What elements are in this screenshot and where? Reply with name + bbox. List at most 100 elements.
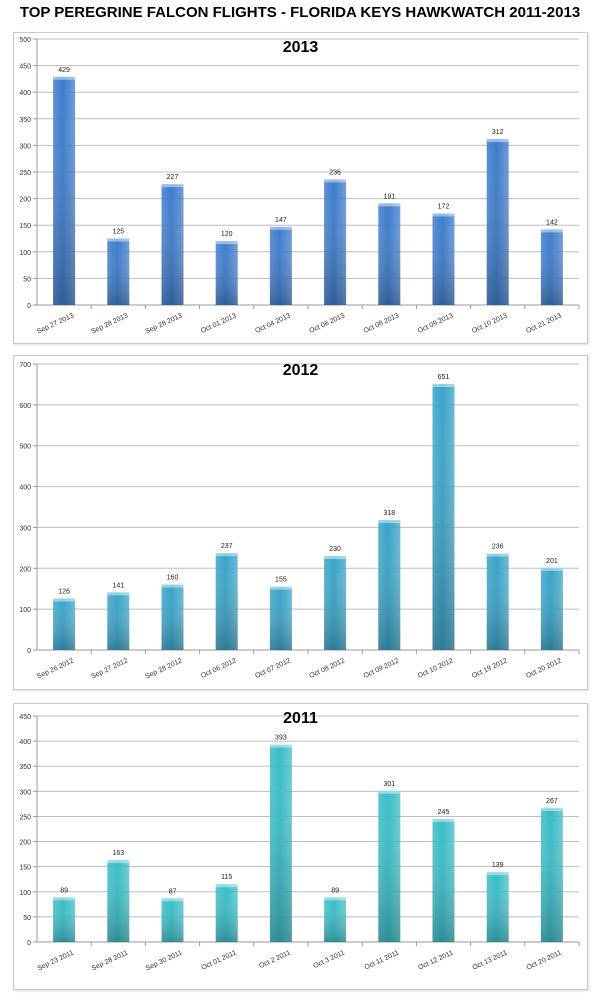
x-tick-label: Oct 3 2011 [312, 949, 346, 970]
bar-shade [215, 241, 238, 305]
bar-shade [540, 567, 563, 650]
x-tick-label: Oct 08 2013 [363, 312, 401, 335]
bar-cap [269, 744, 292, 748]
bar-shade [486, 872, 509, 942]
bar-cap [161, 898, 184, 902]
x-tick-label: Oct 12 2011 [417, 949, 454, 971]
bar-shade [324, 897, 347, 942]
bar-cap [324, 556, 347, 560]
y-tick-label: 200 [19, 197, 31, 204]
bar-cap [107, 592, 130, 596]
bar-shade [269, 744, 292, 942]
data-label: 237 [221, 543, 233, 550]
bar-cap [486, 139, 509, 143]
main-title: TOP PEREGRINE FALCON FLIGHTS - FLORIDA K… [19, 4, 581, 21]
data-label: 201 [546, 558, 558, 565]
x-tick-label: Oct 07 2012 [254, 657, 292, 680]
x-tick-label: Oct 13 2011 [471, 949, 508, 971]
y-tick-label: 150 [19, 865, 31, 872]
bar-cap [215, 241, 238, 245]
chart-title: 2013 [282, 39, 319, 56]
bar-shade [324, 556, 347, 650]
y-tick-label: 300 [19, 143, 31, 150]
bar-shade [432, 213, 455, 305]
bar-shade [161, 898, 184, 942]
data-label: 139 [492, 862, 504, 869]
y-tick-label: 600 [19, 403, 31, 410]
data-label: 115 [221, 874, 232, 881]
data-label: 142 [546, 219, 558, 226]
x-tick-label: Sep 23 2011 [36, 949, 75, 972]
bar-cap [540, 807, 563, 811]
y-tick-label: 700 [19, 362, 31, 369]
data-label: 651 [438, 374, 450, 381]
bar-shade [378, 520, 401, 650]
y-tick-label: 100 [19, 250, 31, 257]
x-tick-label: Oct 06 2013 [308, 312, 346, 335]
bar-chart: 0 50 100 150 200 250 300 350 400 450 89 Sep 23 2011… [19, 714, 580, 972]
bar-shade [161, 184, 184, 305]
bar-cap [540, 229, 563, 233]
x-tick-label: Sep 27 2012 [90, 657, 129, 680]
data-label: 120 [221, 231, 233, 238]
bar-cap [378, 790, 401, 794]
bar-shade [53, 598, 76, 650]
data-label: 160 [167, 575, 179, 582]
y-tick-label: 150 [19, 223, 31, 230]
data-label: 236 [329, 169, 341, 176]
bar-cap [432, 384, 455, 388]
y-tick-label: 400 [19, 485, 31, 492]
chart-panel-2012: 0 100 200 300 400 500 600 700 126 Sep 26 2012 141 S… [13, 355, 588, 690]
bar-cap [161, 584, 184, 588]
x-tick-label: Oct 20 2012 [525, 657, 563, 680]
x-tick-label: Sep 30 2011 [145, 949, 184, 972]
bar-cap [161, 184, 184, 188]
x-tick-label: Oct 11 2011 [364, 949, 401, 971]
y-tick-label: 0 [27, 303, 31, 310]
bar-shade [53, 76, 76, 305]
data-label: 429 [58, 67, 70, 74]
bar-cap [269, 586, 292, 590]
x-tick-label: Sep 28 2011 [91, 949, 130, 972]
y-tick-label: 50 [23, 915, 31, 922]
bar-shade [324, 179, 347, 305]
x-tick-label: Oct 09 2013 [417, 312, 455, 335]
y-tick-label: 500 [19, 37, 31, 44]
x-tick-label: Oct 19 2012 [471, 657, 509, 680]
x-tick-label: Oct 01 2013 [200, 312, 238, 335]
y-tick-label: 350 [19, 117, 31, 124]
x-tick-label: Oct 04 2013 [254, 312, 292, 335]
bar-shade [215, 884, 238, 942]
bar-cap [107, 238, 130, 242]
bar-shade [486, 553, 509, 650]
bar-shade [486, 139, 509, 305]
data-label: 318 [383, 510, 395, 517]
bar-cap [53, 598, 76, 602]
x-tick-label: Sep 26 2012 [36, 657, 75, 680]
y-tick-label: 100 [19, 890, 31, 897]
bar-shade [432, 818, 455, 942]
x-tick-label: Sep 28 2013 [90, 312, 129, 335]
bar-cap [486, 553, 509, 557]
bar-shade [378, 790, 401, 942]
y-tick-label: 500 [19, 444, 31, 451]
y-tick-label: 0 [27, 940, 31, 947]
y-tick-label: 200 [19, 840, 31, 847]
bar-cap [215, 553, 238, 557]
bar-shade [107, 860, 130, 942]
data-label: 245 [438, 809, 450, 816]
data-label: 141 [112, 582, 124, 589]
y-tick-label: 100 [19, 607, 31, 614]
x-tick-label: Oct 20 2011 [526, 949, 563, 971]
y-tick-label: 400 [19, 90, 31, 97]
y-tick-label: 200 [19, 566, 31, 573]
x-tick-label: Sep 27 2013 [36, 312, 75, 335]
x-tick-label: Oct 09 2012 [363, 657, 401, 680]
bar-cap [378, 520, 401, 524]
bar-cap [53, 76, 76, 80]
data-label: 89 [331, 887, 339, 894]
bar-shade [107, 238, 130, 305]
bar-shade [540, 807, 563, 942]
bar-shade [378, 203, 401, 305]
y-tick-label: 400 [19, 739, 31, 746]
